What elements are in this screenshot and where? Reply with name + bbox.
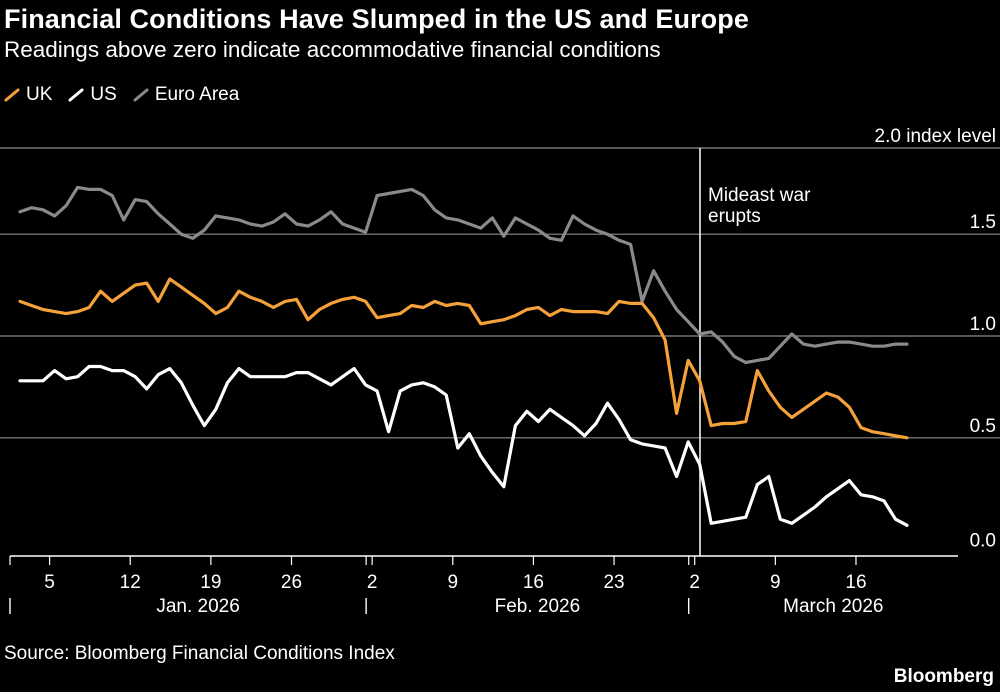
month-label: Jan. 2026	[156, 596, 239, 617]
x-tick-label: 5	[44, 572, 55, 593]
x-tick-label: 19	[200, 572, 221, 593]
legend-label-uk: UK	[26, 84, 53, 105]
legend-item-us: US	[68, 84, 117, 106]
x-tick-label: 2	[689, 572, 700, 593]
x-tick-label: 23	[603, 572, 624, 593]
source-note: Source: Bloomberg Financial Conditions I…	[4, 643, 395, 664]
legend-swatch-uk-icon	[4, 88, 20, 102]
x-tick-label: 2	[367, 572, 378, 593]
x-tick-label: 12	[120, 572, 141, 593]
annotation-text: Mideast war	[708, 185, 811, 206]
x-tick-label: 9	[447, 572, 458, 593]
legend-label-euro-area: Euro Area	[154, 84, 240, 105]
legend-item-uk: UK	[4, 84, 52, 106]
month-label: Feb. 2026	[495, 596, 581, 617]
series-line-euro-area	[18, 185, 909, 365]
y-tick-label: 0.5	[970, 416, 996, 437]
chart-subtitle: Readings above zero indicate accommodati…	[4, 37, 661, 62]
x-tick-label: 9	[770, 572, 781, 593]
legend-item-euro-area: Euro Area	[133, 84, 240, 106]
y-tick-label: 1.5	[970, 212, 996, 233]
chart-title: Financial Conditions Have Slumped in the…	[4, 4, 749, 34]
annotation-text: erupts	[708, 206, 761, 227]
legend-swatch-euro-area-icon	[133, 88, 149, 102]
month-label: March 2026	[783, 596, 883, 617]
x-tick-label: 16	[845, 572, 866, 593]
x-tick-label: 26	[281, 572, 302, 593]
legend-label-us: US	[90, 84, 117, 105]
x-tick-label: 16	[523, 572, 544, 593]
y-tick-label: 2.0 index level	[875, 126, 996, 147]
series-line-uk	[18, 277, 909, 440]
legend: UK US Euro Area	[4, 83, 255, 107]
legend-swatch-us-icon	[68, 88, 84, 102]
y-tick-label: 0.0	[970, 531, 996, 552]
bloomberg-logo: Bloomberg	[893, 666, 994, 687]
y-tick-label: 1.0	[970, 314, 996, 335]
series-line-us	[18, 364, 909, 527]
